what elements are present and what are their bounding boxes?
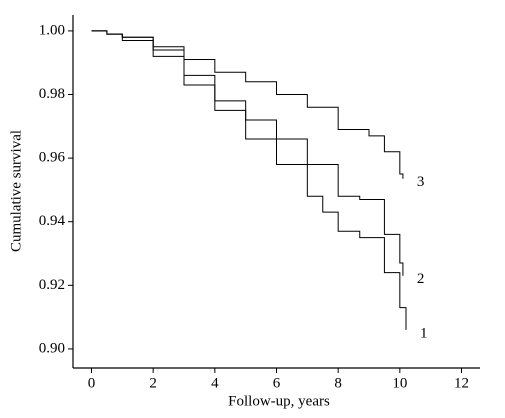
- x-tick-label: 2: [149, 375, 157, 391]
- curve-label: 3: [417, 174, 425, 190]
- curve-label: 2: [417, 271, 425, 287]
- y-tick-label: 0.90: [39, 340, 65, 356]
- curve-label: 1: [420, 325, 428, 341]
- survival-curve: [91, 30, 404, 179]
- y-axis-label: Cumulative survival: [8, 130, 24, 252]
- survival-curve: [91, 30, 404, 276]
- x-tick-label: 0: [88, 375, 96, 391]
- y-tick-label: 0.96: [39, 150, 66, 166]
- y-tick-label: 1.00: [39, 22, 65, 38]
- x-tick-label: 4: [211, 375, 219, 391]
- x-tick-label: 8: [334, 375, 342, 391]
- y-tick-label: 0.98: [39, 86, 65, 102]
- x-tick-label: 10: [392, 375, 407, 391]
- survival-curve: [91, 30, 407, 330]
- x-axis-label: Follow-up, years: [228, 393, 330, 409]
- x-tick-label: 6: [273, 375, 281, 391]
- y-tick-label: 0.92: [39, 277, 65, 293]
- y-tick-label: 0.94: [39, 213, 66, 229]
- x-tick-label: 12: [454, 375, 469, 391]
